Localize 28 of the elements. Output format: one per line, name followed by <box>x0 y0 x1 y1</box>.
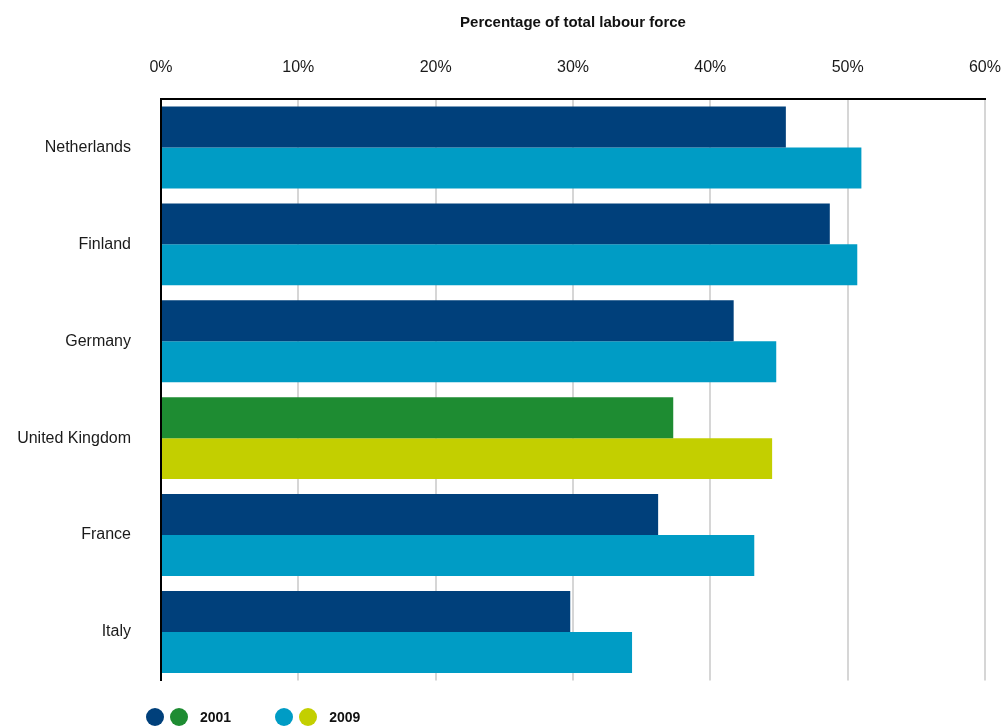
y-tick-label: Germany <box>65 331 131 349</box>
x-tick-label: 30% <box>556 57 590 75</box>
y-tick-label: Finland <box>78 234 131 252</box>
bar <box>162 494 659 536</box>
bar <box>162 244 858 286</box>
bar <box>162 147 862 189</box>
x-tick-label: 10% <box>282 57 315 75</box>
legend-label: 2009 <box>329 708 361 726</box>
bar <box>162 203 830 245</box>
y-tick-label: France <box>81 525 132 543</box>
x-tick-label: 60% <box>968 57 1001 75</box>
bar <box>162 300 734 342</box>
x-tick-label: 0% <box>149 57 173 75</box>
x-tick-label: 50% <box>831 57 864 75</box>
bar <box>162 106 786 148</box>
legend-label: 2001 <box>200 708 232 726</box>
bar <box>162 397 674 439</box>
x-tick-label: 20% <box>419 57 452 75</box>
bar <box>162 591 571 632</box>
y-tick-label: United Kingdom <box>17 428 131 446</box>
x-axis-title: Percentage of total labour force <box>460 13 686 31</box>
bar <box>162 631 633 673</box>
y-tick-label: Italy <box>101 622 131 640</box>
bar <box>162 535 755 576</box>
bar <box>162 341 777 383</box>
x-tick-label: 40% <box>694 57 727 75</box>
bar <box>162 438 773 480</box>
y-tick-label: Netherlands <box>44 137 131 155</box>
